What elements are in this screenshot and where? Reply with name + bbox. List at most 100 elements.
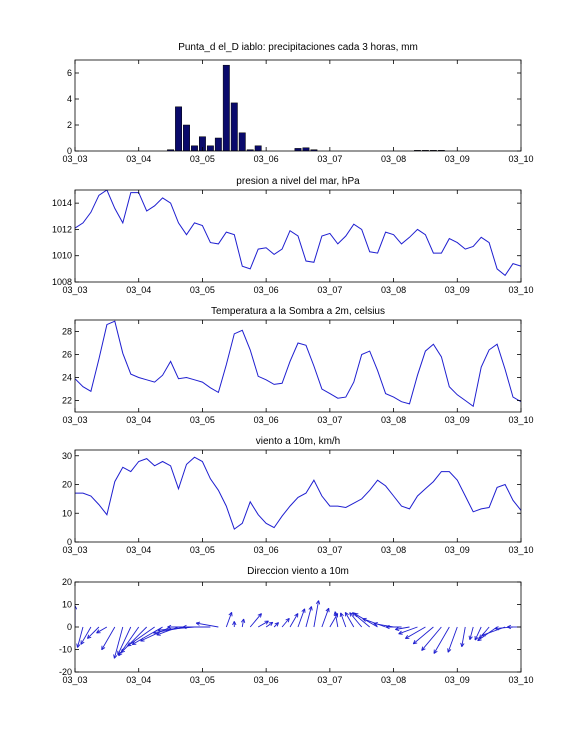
x-tick-label: 03_03	[62, 675, 87, 685]
y-axis: 0 10 20 30	[62, 451, 521, 547]
x-tick-label: 03_08	[381, 545, 406, 555]
plot-area	[74, 59, 522, 152]
y-axis: -20 -10 0 10 20	[59, 577, 521, 677]
y-tick-label: -20	[59, 667, 72, 677]
x-tick-label: 03_10	[508, 675, 533, 685]
wind-arrow	[195, 621, 219, 628]
wind-arrow	[333, 611, 339, 628]
y-tick-label: 2	[67, 120, 72, 130]
panel-precipitation: Punta_d el_D iablo: precipitaciones cada…	[62, 42, 533, 164]
wind-arrow	[182, 624, 211, 630]
series-line-path	[75, 456, 521, 530]
wind-arrow	[86, 626, 100, 639]
y-tick-label: 22	[62, 396, 72, 406]
chart-title: Punta_d el_D iablo: precipitaciones cada…	[178, 42, 418, 53]
x-tick-label: 03_06	[254, 415, 279, 425]
bar	[230, 102, 238, 151]
y-tick-label: 28	[62, 327, 72, 337]
x-tick-label: 03_08	[381, 285, 406, 295]
bar	[206, 145, 214, 151]
y-axis: 0 2 4 6	[67, 68, 521, 156]
panel-wind-speed: viento a 10m, km/h 03_03 03_04 03_05 03_06 0…	[62, 436, 534, 555]
wind-arrow	[225, 611, 233, 628]
wind-arrow	[339, 612, 347, 628]
chart-title: Direccion viento a 10m	[247, 566, 349, 577]
x-tick-label: 03_04	[126, 675, 151, 685]
x-tick-label: 03_04	[126, 545, 151, 555]
wind-arrow	[96, 626, 108, 634]
wind-arrow	[265, 621, 274, 628]
x-tick-label: 03_09	[445, 675, 470, 685]
y-tick-label: 26	[62, 350, 72, 360]
wind-arrow	[305, 606, 313, 628]
wind-arrow	[240, 618, 246, 628]
wind-arrow	[395, 626, 410, 632]
bar	[183, 124, 190, 151]
x-tick-label: 03_10	[508, 545, 533, 555]
wind-arrow	[273, 622, 279, 628]
y-tick-label: 0	[67, 146, 72, 156]
series-line	[75, 190, 521, 277]
wind-arrow	[412, 626, 434, 645]
y-tick-label: 10	[62, 600, 72, 610]
wind-arrow	[249, 613, 262, 628]
wind-arrow	[113, 626, 124, 659]
wind-arrow	[281, 617, 290, 628]
wind-arrow	[398, 626, 418, 635]
x-tick-label: 03_05	[190, 415, 215, 425]
y-axis: 22 24 26 28	[62, 327, 521, 406]
x-tick-label: 03_06	[254, 675, 279, 685]
y-tick-label: -10	[59, 645, 72, 655]
x-tick-label: 03_09	[445, 154, 470, 164]
wind-arrow	[405, 626, 426, 640]
arrows	[75, 600, 521, 659]
x-axis: 03_03 03_04 03_05 03_06 03_07 03_08 03_09 03_10	[62, 582, 534, 685]
wind-arrow	[289, 613, 299, 628]
wind-arrow	[313, 600, 321, 628]
wind-arrow	[127, 626, 155, 647]
panel-pressure: presion a nivel del mar, hPa 03_03 03_04 0…	[52, 176, 534, 295]
bar	[222, 64, 230, 151]
panel-temperature: Temperatura a la Sombra a 2m, celsius 03…	[62, 306, 534, 425]
wind-arrow	[362, 617, 386, 628]
wind-arrow	[101, 626, 116, 651]
wind-arrow	[468, 626, 474, 640]
x-tick-label: 03_10	[508, 415, 533, 425]
x-tick-label: 03_05	[190, 545, 215, 555]
series-line-path	[75, 190, 521, 277]
y-tick-label: 1012	[52, 224, 72, 234]
bar	[238, 132, 246, 151]
bars	[167, 64, 445, 151]
bar	[175, 106, 182, 151]
wind-arrow	[76, 626, 84, 648]
x-tick-label: 03_06	[254, 154, 279, 164]
x-tick-label: 03_05	[190, 154, 215, 164]
wind-arrow	[373, 622, 394, 628]
x-tick-label: 03_10	[508, 285, 533, 295]
wind-arrow	[474, 626, 482, 641]
wind-arrow	[321, 607, 330, 628]
series-line	[75, 456, 521, 530]
plot-area	[74, 449, 522, 543]
chart-title: Temperatura a la Sombra a 2m, celsius	[211, 306, 385, 317]
chart-title: presion a nivel del mar, hPa	[236, 176, 360, 187]
x-tick-label: 03_06	[254, 545, 279, 555]
y-tick-label: 24	[62, 373, 72, 383]
y-tick-label: 0	[67, 622, 72, 632]
x-tick-label: 03_04	[126, 154, 151, 164]
wind-arrow	[385, 624, 402, 630]
x-tick-label: 03_08	[381, 415, 406, 425]
wind-arrow	[460, 626, 466, 647]
x-tick-label: 03_05	[190, 285, 215, 295]
x-tick-label: 03_07	[317, 675, 342, 685]
y-tick-label: 20	[62, 480, 72, 490]
panel-wind-direction: Direccion viento a 10m 03_03 03_04 03_05 03…	[59, 566, 534, 685]
x-tick-label: 03_08	[381, 154, 406, 164]
y-tick-label: 1014	[52, 198, 72, 208]
wind-arrow	[433, 626, 450, 654]
x-tick-label: 03_07	[317, 545, 342, 555]
wind-arrow	[232, 621, 237, 627]
y-tick-label: 30	[62, 451, 72, 461]
x-axis: 03_03 03_04 03_05 03_06 03_07 03_08 03_09 03_10	[62, 190, 534, 295]
bar	[214, 137, 222, 151]
